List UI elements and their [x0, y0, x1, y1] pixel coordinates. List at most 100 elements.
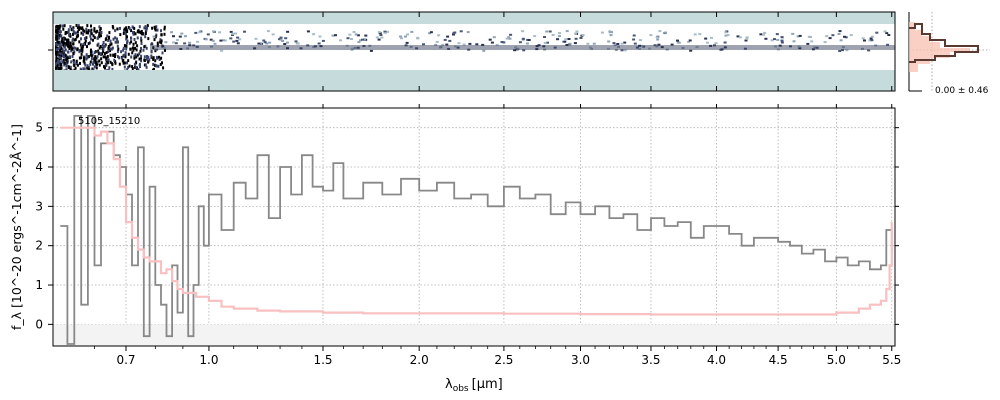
spectrum-2d-trace-pixel — [612, 42, 616, 45]
spectrum-2d-noise-pixel — [134, 32, 137, 36]
spectrum-2d-trace-pixel — [773, 45, 777, 48]
spectrum-2d-trace-pixel — [664, 31, 668, 34]
spectrum-2d-trace-pixel — [609, 34, 613, 37]
spectrum-2d-noise-pixel — [152, 62, 155, 66]
profile-panel: 0.00 ± 0.46 — [908, 12, 990, 96]
spectrum-2d-trace-pixel — [828, 37, 832, 40]
spectrum-2d-trace-pixel — [883, 30, 887, 33]
spectrum-2d-noise-pixel — [55, 55, 58, 59]
spectrum-2d-noise-pixel — [107, 38, 110, 42]
spectrum-2d-noise-pixel — [100, 31, 103, 34]
spectrum-2d-noise-pixel — [76, 48, 79, 52]
spectrum-2d-noise-pixel — [70, 27, 73, 31]
spectrum-2d-noise-pixel — [107, 45, 110, 48]
spectrum-2d-trace-pixel — [543, 48, 547, 51]
spectrum-2d-trace-pixel — [607, 40, 611, 43]
spectrum-2d-trace-pixel — [174, 42, 178, 45]
spectrum-2d-noise-pixel — [106, 58, 109, 62]
spectrum-2d-trace-pixel — [655, 45, 659, 48]
spectrum-2d-noise-pixel — [73, 38, 76, 42]
spectrum-2d-noise-pixel — [159, 62, 162, 66]
spectrum-2d-noise-pixel — [159, 38, 162, 42]
spectrum-2d-trace-pixel — [640, 44, 643, 47]
spectrum-2d-trace-pixel — [608, 31, 612, 34]
spectrum-2d-trace-pixel — [400, 37, 404, 40]
spectrum-2d-trace-pixel — [219, 39, 223, 42]
spectrum-2d-noise-pixel — [112, 37, 115, 41]
spectrum-2d-trace-pixel — [319, 45, 323, 48]
spectrum-2d-noise-pixel — [83, 37, 86, 41]
spectrum-2d-trace-pixel — [206, 33, 210, 36]
spectrum-2d-trace-pixel — [575, 30, 579, 33]
spectrum-2d-noise-pixel — [136, 53, 139, 57]
spectrum-2d-noise-pixel — [87, 29, 90, 33]
spectrum-2d-trace-pixel — [164, 41, 168, 44]
spectrum-2d-trace-pixel — [775, 33, 779, 36]
spectrum-2d-noise-pixel — [82, 32, 85, 36]
spectrum-2d-noise-pixel — [144, 32, 147, 35]
spectrum-2d-trace-pixel — [635, 46, 639, 49]
spectrum-2d-noise-pixel — [154, 59, 157, 63]
spectrum-2d-noise-pixel — [135, 61, 137, 65]
spectrum-2d-trace-pixel — [186, 47, 190, 50]
spectrum-2d-noise-pixel — [61, 24, 64, 28]
spectrum-2d-noise-pixel — [60, 54, 62, 58]
spectrum-2d-noise-pixel — [67, 38, 70, 42]
spectrum-2d-noise-pixel — [94, 50, 97, 54]
spectrum-2d-trace-pixel — [885, 32, 889, 35]
x-tick-label-0: 0.7 — [116, 353, 135, 367]
spectrum-2d-noise-pixel — [90, 32, 93, 36]
spectrum-2d-frame — [52, 11, 896, 92]
spectrum-2d-noise-pixel — [144, 35, 147, 39]
spectrum-2d-noise-pixel — [109, 43, 112, 47]
spectrum-2d-trace-pixel — [502, 41, 506, 44]
spectrum-2d-trace-pixel — [188, 44, 192, 47]
spectrum-2d-trace-pixel — [849, 34, 853, 37]
spectrum-2d-trace-pixel — [724, 34, 728, 37]
spectrum-2d-trace-pixel — [221, 39, 225, 42]
spectrum-2d-noise-pixel — [85, 27, 88, 31]
spectrum-2d-trace-pixel — [839, 39, 843, 42]
spectrum-2d-noise-pixel — [71, 39, 74, 43]
spectrum-2d-trace-pixel — [312, 33, 316, 36]
spectrum-2d-trace-pixel — [446, 35, 450, 38]
spectrum-2d-ticks — [48, 12, 893, 91]
spectrum-2d-noise-pixel — [63, 24, 66, 28]
spectrum-2d-trace-pixel — [150, 43, 154, 46]
spectrum-2d-noise-pixel — [121, 59, 124, 63]
spectrum-2d-noise-pixel — [105, 51, 108, 55]
spectrum-2d-trace-pixel — [537, 44, 541, 47]
spectrum-2d-noise-pixel — [59, 24, 61, 28]
spectrum-2d-trace-pixel — [179, 48, 183, 50]
spectrum-2d-noise-pixel — [160, 56, 163, 60]
spectrum-2d-trace-pixel — [831, 34, 835, 37]
spectrum-2d-noise-pixel — [138, 57, 141, 61]
spectrum-2d-noise-pixel — [118, 62, 121, 66]
spectrum-2d-noise-pixel — [127, 65, 130, 69]
x-tick-label-1: 1.0 — [199, 353, 218, 367]
spectrum-2d-noise-pixel — [69, 42, 72, 46]
spectrum-2d-trace-pixel — [556, 38, 560, 41]
spectrum-2d-noise-pixel — [98, 46, 101, 50]
spectrum-2d-trace-pixel — [457, 42, 461, 45]
spectrum-2d-trace-pixel — [773, 38, 776, 41]
spectrum-2d-trace-pixel — [841, 49, 844, 52]
spectrum-2d-trace-pixel — [362, 45, 366, 47]
spectrum-2d-trace-pixel — [155, 48, 159, 51]
spectrum-2d-noise-pixel — [116, 27, 119, 31]
spectrum-2d-noise-pixel — [140, 42, 143, 45]
spectrum-2d-trace-pixel — [698, 33, 702, 36]
spectrum-2d-noise-pixel — [63, 63, 66, 67]
spectrum-2d-noise-pixel — [89, 62, 92, 66]
spectrum-2d-trace-pixel — [762, 33, 766, 36]
spectrum-2d-trace-pixel — [780, 41, 784, 44]
spectrum-2d-trace-pixel — [368, 44, 372, 47]
spectrum-2d-noise-pixel — [135, 65, 138, 69]
spectrum-2d-trace-pixel — [350, 48, 354, 51]
spectrum-2d-trace-pixel — [589, 46, 592, 49]
spectrum-2d-trace-pixel — [586, 42, 590, 45]
spectrum-2d-trace-pixel — [271, 33, 275, 36]
spectrum-2d-noise-pixel — [151, 26, 154, 30]
spectrum-2d-noise-pixel — [107, 46, 110, 50]
spectrum-2d-trace-pixel — [406, 33, 409, 36]
